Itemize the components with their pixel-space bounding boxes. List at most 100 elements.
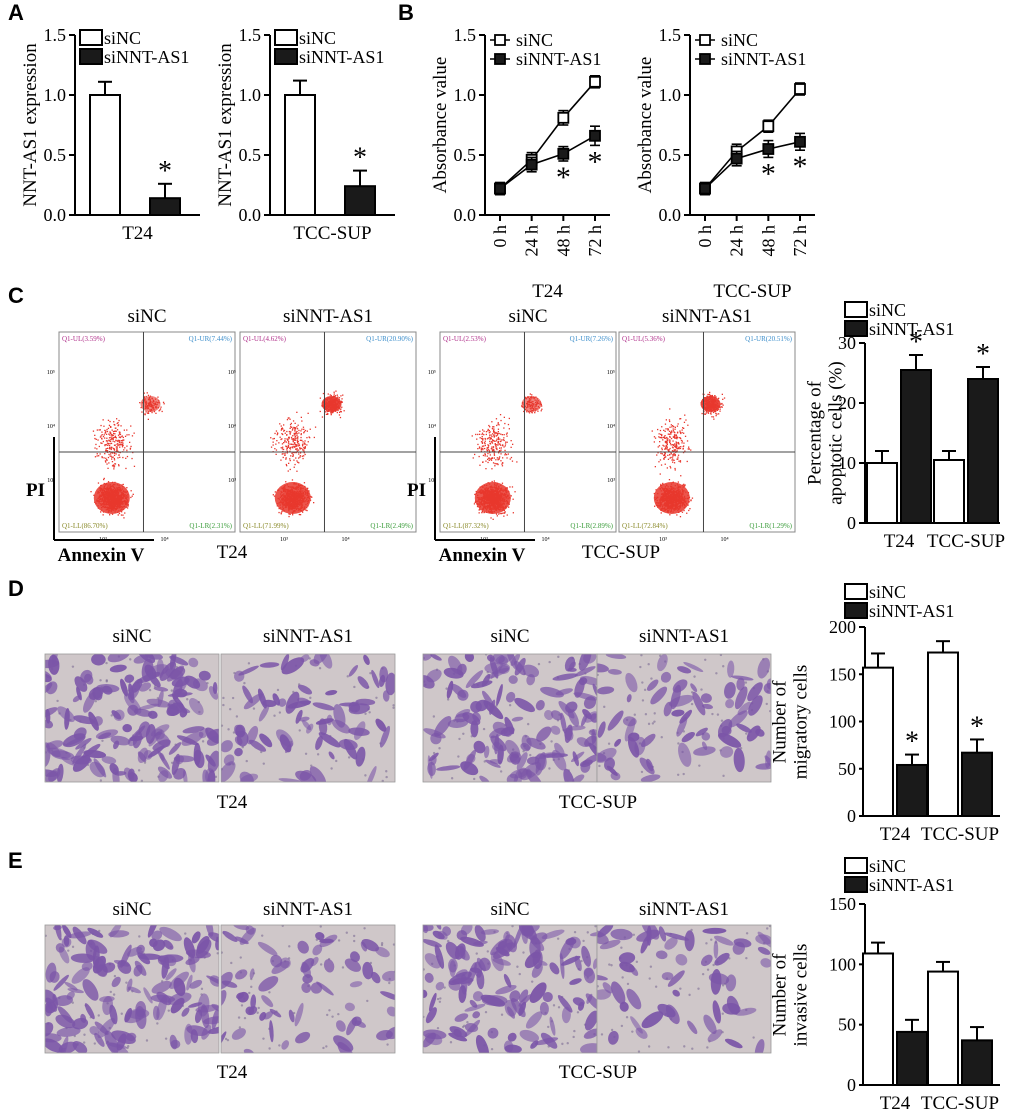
event-dot [497,440,499,443]
event-dot [496,448,498,451]
event-dot [270,437,272,439]
event-dot [660,512,662,514]
dense-population [93,482,130,514]
event-dot [295,444,298,446]
event-dot [283,429,286,432]
event-dot [474,453,476,456]
event-dot [531,412,533,414]
event-dot [280,513,282,515]
event-dot [505,433,508,435]
x-tick-label: 0 h [695,225,715,248]
event-dot [505,441,507,443]
x-tick-label-text: 48 h [553,225,573,257]
event-dot [282,428,284,430]
event-dot [112,437,114,439]
flow-y-tick: 10⁴ [47,424,55,430]
event-dot [294,444,296,446]
event-dot [93,494,95,496]
event-dot [487,437,490,439]
event-dot [300,439,302,441]
quadrant-label-ur: Q1-UR(7.26%) [570,335,614,343]
event-dot [291,438,293,440]
event-dot [133,432,135,434]
event-dot [113,452,115,454]
event-dot [303,432,305,434]
event-dot [480,450,482,452]
event-dot [497,437,500,440]
y-tick-label: 0 [847,1075,856,1095]
bar [961,1039,993,1087]
event-dot [330,394,332,397]
event-dot [289,450,291,452]
event-dot [304,443,306,445]
event-dot [101,456,103,458]
event-dot [498,457,500,459]
bar [896,1030,928,1086]
event-dot [335,390,337,392]
event-dot [111,458,113,460]
event-dot [287,446,289,448]
event-dot [289,468,291,471]
event-dot [118,442,121,444]
legend-swatch [844,857,868,874]
data-point [794,135,806,148]
event-dot [498,443,500,445]
event-dot [298,462,300,464]
event-dot [113,454,116,456]
event-dot [484,447,486,450]
flow-x-tick: 10⁴ [542,537,550,543]
event-dot [106,440,108,442]
event-dot [109,514,111,516]
event-dot [481,445,484,447]
legend-label: siNC [869,582,906,602]
event-dot [493,428,495,430]
event-dot [286,465,288,467]
significance-asterisk: * [761,157,776,190]
legend-swatch [274,29,298,46]
event-dot [157,396,159,398]
event-dot [479,437,481,439]
event-dot [683,483,685,485]
event-dot [298,432,300,434]
event-dot [116,443,118,445]
event-dot [118,431,120,433]
quadrant-label-ul: Q1-UL(2.53%) [443,335,487,343]
event-dot [313,436,315,439]
event-dot [105,433,108,435]
data-point [589,75,601,88]
panel-letter-d: D [8,576,24,601]
event-dot [119,440,121,442]
flow-cell-line-label: T24 [217,542,248,563]
event-dot [301,420,303,422]
event-dot [303,431,306,433]
event-dot [113,466,115,468]
event-dot [496,444,498,446]
event-dot [497,438,500,440]
event-dot [106,437,108,439]
event-dot [115,453,117,455]
flow-plot-title: siNNT-AS1 [662,306,752,327]
event-dot [492,450,494,452]
event-dot [480,448,482,451]
event-dot [493,431,496,433]
event-dot [301,447,303,450]
y-axis-label-line: NNT-AS1 expression [215,43,236,207]
event-dot [297,445,299,447]
event-dot [94,437,96,440]
event-dot [284,454,286,456]
event-dot [133,465,136,467]
event-dot [119,446,121,448]
x-tick-label-text: 24 h [522,225,542,257]
y-tick-label: 150 [829,894,856,914]
event-dot [499,456,501,458]
event-dot [116,440,118,442]
event-dot [272,444,274,446]
event-dot [487,428,489,431]
event-dot [109,440,111,442]
event-dot [104,429,106,432]
event-dot [122,483,124,486]
event-dot [284,441,286,443]
event-dot [96,453,98,455]
quadrant-label-ur: Q1-UR(20.90%) [366,335,414,343]
